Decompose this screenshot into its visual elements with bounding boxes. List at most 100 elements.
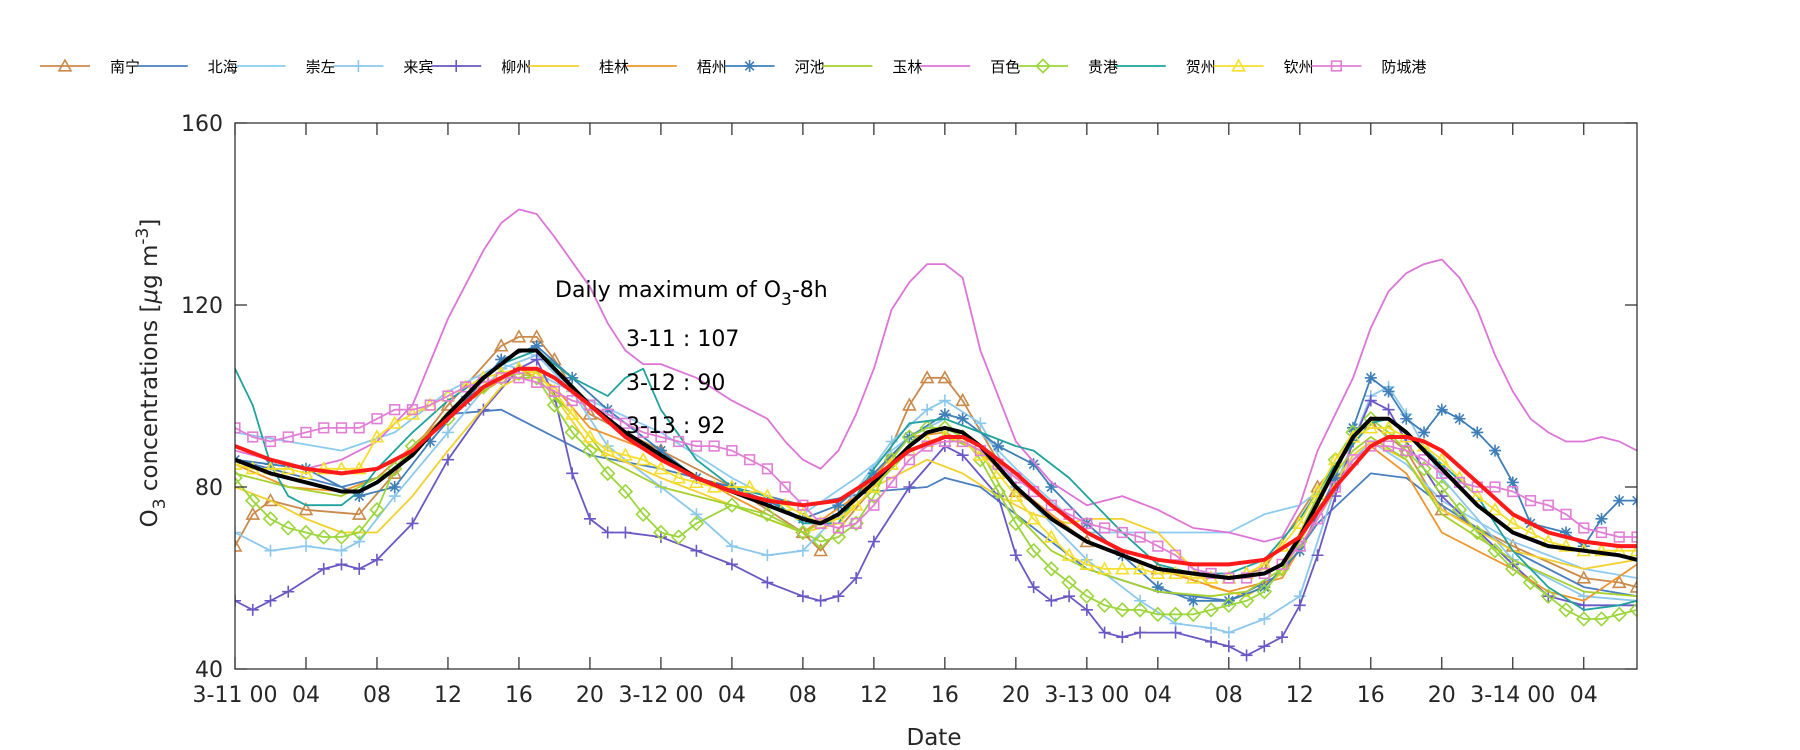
annotation-line-1: 3-11 : 107 — [626, 327, 739, 352]
x-tick-label: 04 — [1570, 683, 1598, 708]
data-point — [653, 524, 669, 541]
data-point — [441, 426, 454, 439]
data-point — [389, 404, 401, 416]
data-point — [1629, 579, 1637, 593]
data-point — [1116, 526, 1128, 539]
legend-marker — [352, 60, 365, 72]
data-point — [1381, 420, 1396, 434]
data-point — [298, 502, 314, 516]
data-point — [654, 444, 667, 457]
data-point — [442, 390, 454, 402]
data-point — [921, 403, 934, 416]
data-point — [1629, 602, 1637, 618]
legend-label: 玉林 — [892, 58, 922, 76]
data-point — [495, 353, 508, 366]
data-point — [1365, 440, 1377, 452]
data-point — [1578, 522, 1590, 534]
data-point — [812, 533, 829, 550]
data-point — [1026, 511, 1041, 525]
data-point — [974, 417, 987, 430]
x-tick-label: 12 — [1286, 683, 1314, 708]
data-point — [264, 435, 277, 448]
data-point — [1489, 444, 1502, 457]
x-tick-label: 08 — [789, 683, 817, 708]
x-tick-label: 16 — [931, 683, 959, 708]
data-point — [1434, 479, 1450, 495]
data-point — [1132, 602, 1148, 618]
data-point — [1487, 542, 1503, 559]
data-point — [956, 449, 969, 462]
data-point — [1276, 558, 1288, 570]
data-point — [280, 461, 296, 475]
data-point — [1347, 421, 1360, 434]
data-point — [1134, 594, 1147, 607]
data-point — [1205, 635, 1218, 648]
data-point — [335, 544, 348, 557]
data-point — [938, 408, 951, 421]
data-point — [1505, 561, 1521, 577]
data-point — [600, 442, 616, 457]
data-point — [1631, 594, 1637, 607]
data-point — [1238, 593, 1255, 609]
data-point — [796, 590, 809, 603]
data-point — [1098, 522, 1111, 534]
data-point — [388, 481, 401, 493]
series-line — [235, 208, 1637, 543]
x-tick-label: 3-12 00 — [618, 683, 703, 708]
x-tick-label: 12 — [434, 683, 462, 708]
series-1 — [235, 408, 1637, 602]
data-point — [1594, 543, 1609, 557]
x-tick-label: 16 — [505, 683, 533, 708]
data-point — [1613, 494, 1626, 507]
data-point — [1061, 574, 1077, 591]
data-point — [1595, 512, 1608, 525]
y-tick-label: 40 — [195, 658, 223, 683]
data-point — [1205, 622, 1218, 635]
x-tick-label: 20 — [1002, 683, 1030, 708]
data-point — [1469, 524, 1486, 541]
data-point — [351, 461, 367, 475]
legend-marker — [57, 58, 73, 72]
data-point — [353, 422, 365, 434]
data-point — [955, 392, 970, 407]
legend-label: 北海 — [208, 58, 238, 76]
data-point — [1008, 515, 1024, 532]
annotation-title: Daily maximum of O3-8h — [555, 278, 828, 310]
data-point — [235, 456, 243, 470]
data-point — [298, 524, 314, 541]
series-9 — [235, 208, 1637, 543]
data-point — [866, 488, 882, 504]
x-tick-label: 20 — [1428, 683, 1456, 708]
data-point — [1081, 517, 1093, 529]
data-point — [903, 481, 916, 493]
data-point — [868, 499, 880, 511]
series-5 — [235, 367, 1637, 598]
data-point — [1311, 549, 1324, 562]
legend-item: 贺州 — [1115, 58, 1216, 76]
data-point — [850, 572, 863, 584]
data-point — [1116, 631, 1129, 644]
data-point — [759, 506, 776, 523]
data-point — [1540, 588, 1556, 604]
data-point — [300, 426, 312, 439]
data-point — [796, 544, 809, 557]
legend-label: 来宾 — [403, 58, 433, 76]
data-point — [247, 431, 259, 443]
data-point — [282, 585, 295, 598]
data-point — [335, 422, 348, 434]
legend-item: 来宾 — [333, 58, 433, 76]
x-tick-label: 08 — [363, 683, 391, 708]
plot-area — [235, 208, 1637, 662]
data-point — [1451, 502, 1468, 518]
data-point — [1416, 461, 1432, 477]
data-point — [405, 406, 420, 420]
data-point — [1079, 556, 1095, 570]
legend-item: 桂林 — [529, 58, 629, 76]
data-point — [1185, 570, 1201, 584]
data-point — [1611, 606, 1627, 623]
data-point — [635, 452, 651, 466]
data-point — [1542, 499, 1554, 511]
data-point — [564, 406, 580, 420]
data-point — [708, 440, 720, 452]
x-tick-label: 3-14 00 — [1470, 683, 1555, 708]
